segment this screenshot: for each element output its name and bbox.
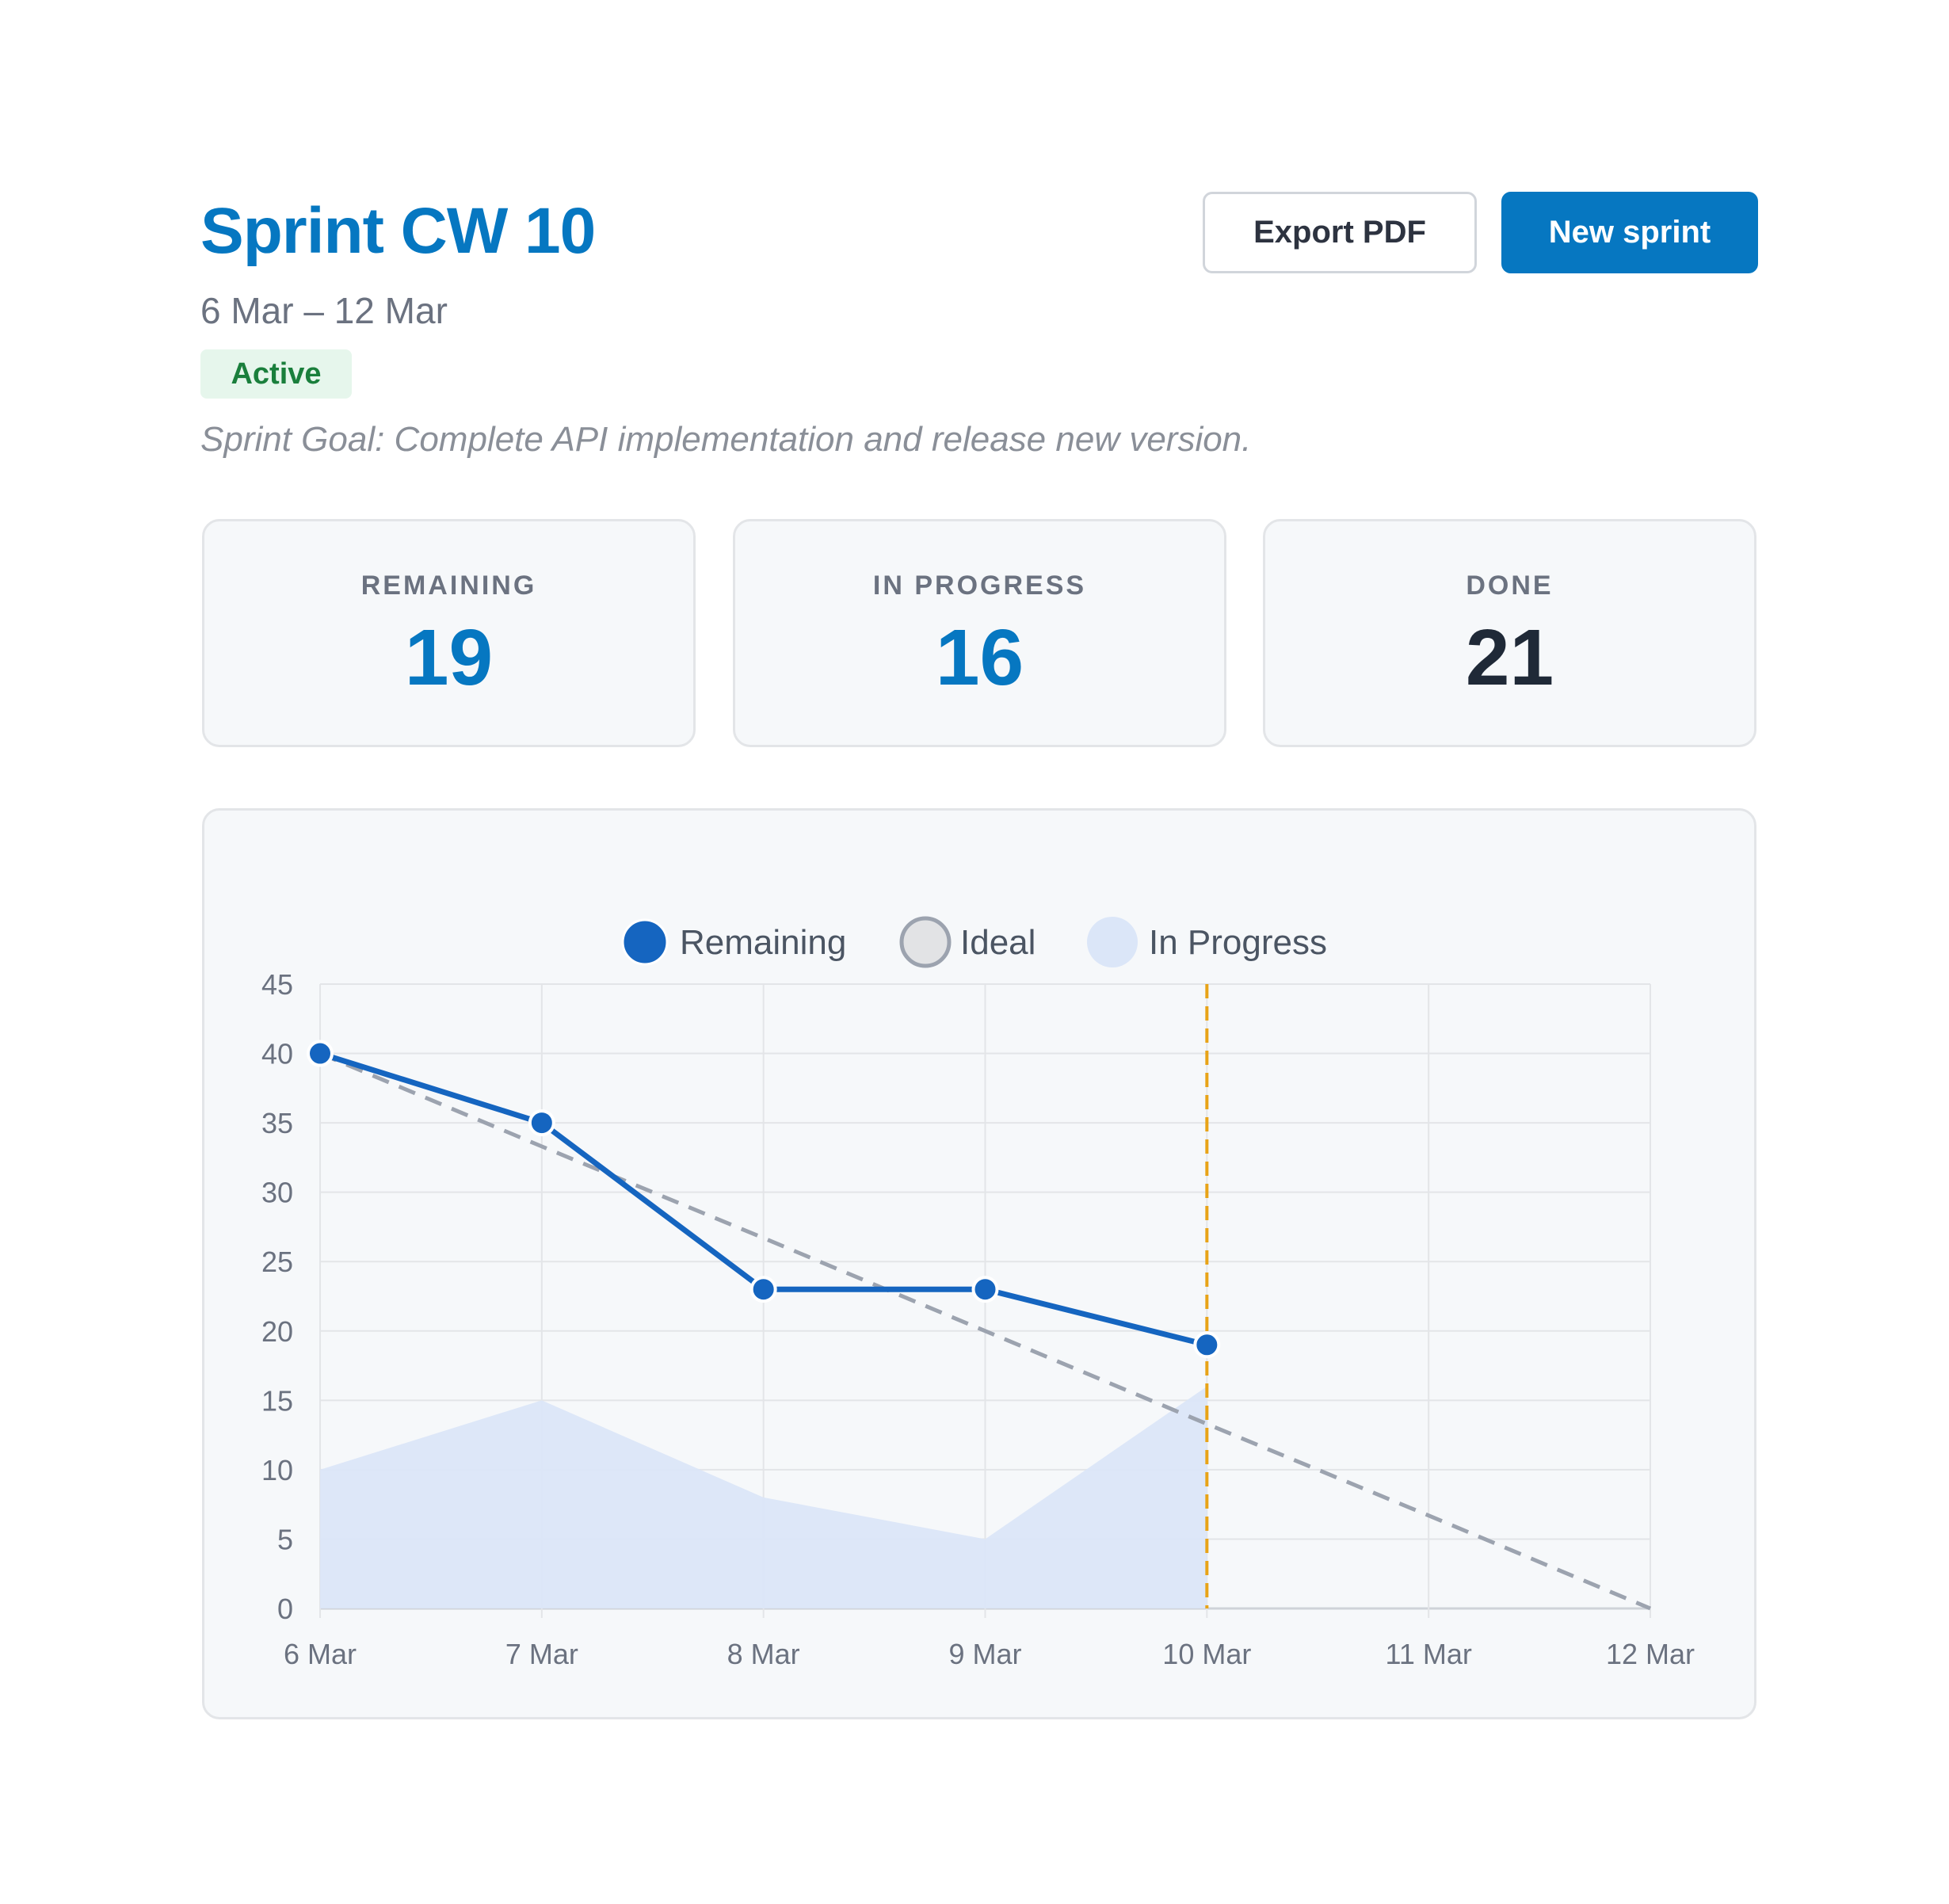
legend-ideal-label: Ideal [960, 923, 1036, 962]
y-tick-label: 0 [277, 1593, 293, 1625]
status-badge: Active [200, 349, 352, 399]
in-progress-area [320, 1386, 1207, 1608]
page-title: Sprint CW 10 [200, 195, 596, 267]
x-tick-label: 9 Mar [948, 1638, 1021, 1670]
y-tick-label: 35 [261, 1107, 293, 1139]
y-tick-label: 40 [261, 1038, 293, 1070]
y-tick-label: 30 [261, 1177, 293, 1209]
legend-remaining-swatch [621, 918, 669, 966]
x-tick-label: 6 Mar [284, 1638, 357, 1670]
y-tick-label: 20 [261, 1315, 293, 1348]
y-tick-label: 25 [261, 1246, 293, 1278]
ideal-line [319, 1051, 1651, 1611]
remaining-point [528, 1109, 555, 1137]
stat-label: IN PROGRESS [872, 570, 1087, 601]
y-tick-label: 5 [277, 1523, 293, 1555]
legend-ideal-swatch [899, 916, 952, 968]
y-tick-label: 10 [261, 1454, 293, 1486]
stat-label: DONE [1466, 570, 1554, 601]
export-pdf-button[interactable]: Export PDF [1203, 192, 1477, 273]
stat-label: REMAINING [360, 570, 537, 601]
x-tick-label: 11 Mar [1385, 1638, 1471, 1670]
stat-card-remaining: REMAINING 19 [202, 519, 696, 747]
stat-card-done: DONE 21 [1263, 519, 1756, 747]
x-tick-label: 8 Mar [727, 1638, 800, 1670]
stat-card-in-progress: IN PROGRESS 16 [733, 519, 1226, 747]
y-tick-label: 45 [261, 968, 293, 1001]
legend-in-progress-label: In Progress [1149, 923, 1327, 962]
remaining-point [1193, 1331, 1221, 1359]
legend-in-progress-swatch [1087, 917, 1138, 967]
legend-remaining-label: Remaining [680, 923, 846, 962]
sprint-goal: Sprint Goal: Complete API implementation… [200, 420, 1252, 459]
x-tick-label: 7 Mar [505, 1638, 578, 1670]
remaining-point [749, 1276, 777, 1303]
x-tick-label: 10 Mar [1162, 1638, 1251, 1670]
stat-value: 21 [1465, 613, 1554, 702]
new-sprint-button[interactable]: New sprint [1501, 192, 1758, 273]
remaining-point [971, 1276, 999, 1303]
stat-value: 16 [935, 613, 1024, 702]
stat-value: 19 [404, 613, 494, 702]
x-tick-label: 12 Mar [1606, 1638, 1695, 1670]
remaining-point [307, 1040, 334, 1067]
sprint-dates: 6 Mar – 12 Mar [200, 290, 448, 331]
y-tick-label: 15 [261, 1384, 293, 1417]
